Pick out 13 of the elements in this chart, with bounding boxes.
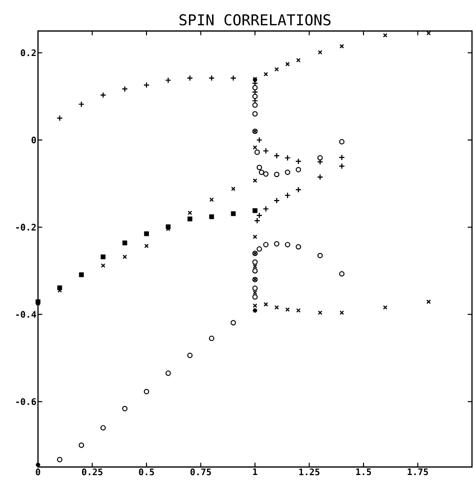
y-tick-label: 0.2 (20, 49, 36, 56)
x-tick-label: 1.5 (356, 468, 371, 476)
x-tick-label: 0.75 (190, 468, 211, 476)
y-tick-label: 0 (32, 136, 36, 144)
x-tick-label: 0.5 (138, 468, 154, 476)
x-tick-label: 1.75 (408, 468, 428, 476)
x-tick-label: 1.25 (299, 468, 320, 476)
x-tick-label: 0.25 (82, 468, 102, 476)
y-tick-label: -0.4 (16, 311, 36, 318)
y-tick-label: -0.2 (16, 224, 36, 231)
chart-title: SPIN CORRELATIONS (180, 14, 330, 26)
y-tick-label: -0.6 (16, 398, 36, 405)
x-tick-label: 1 (253, 468, 258, 476)
